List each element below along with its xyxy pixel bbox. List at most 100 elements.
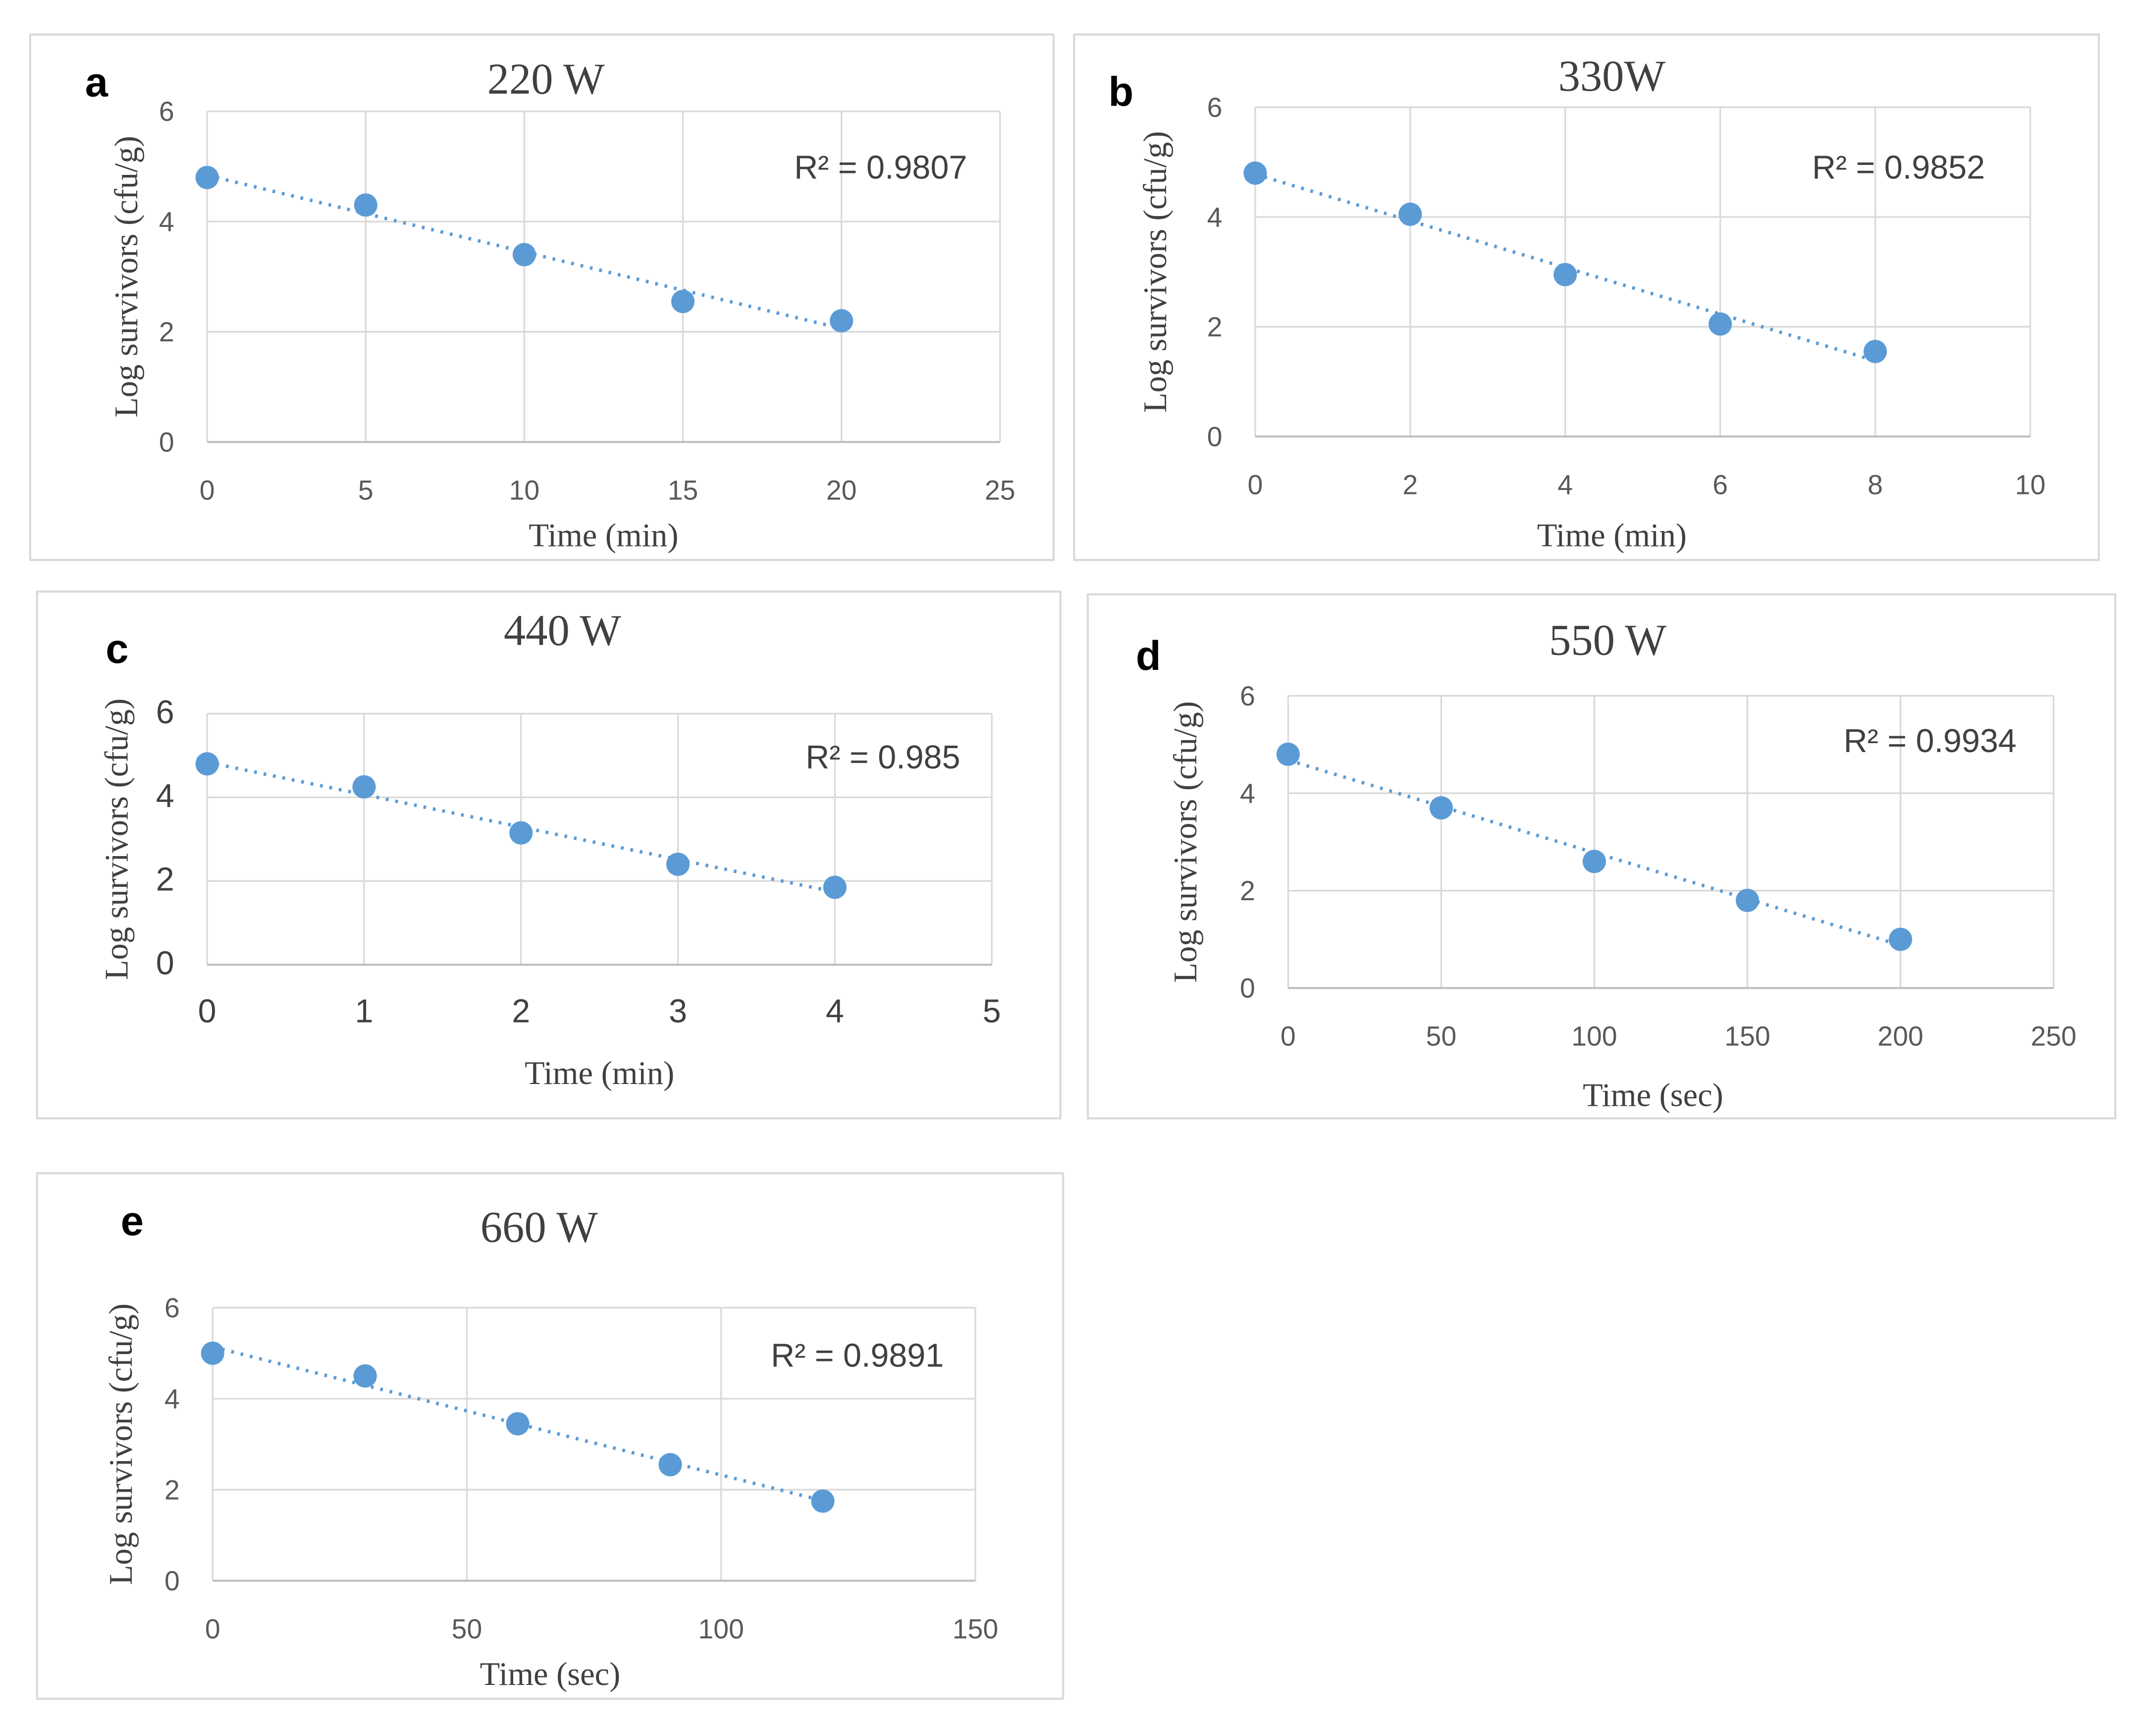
trendline bbox=[1287, 758, 1901, 947]
x-tick-label: 2 bbox=[512, 993, 530, 1030]
x-tick-label: 0 bbox=[200, 475, 215, 505]
data-point bbox=[353, 1364, 377, 1388]
panel-c: 0 2 4 6 0 1 2 3 4 5 440 W c R² = 0.985 Time (min) Log … bbox=[36, 590, 1062, 1120]
data-point bbox=[1582, 850, 1606, 873]
y-axis-label: Log survivors (cfu/g) bbox=[108, 136, 145, 417]
data-point bbox=[1864, 339, 1887, 363]
y-tick-label: 4 bbox=[159, 207, 174, 237]
x-tick-label: 50 bbox=[452, 1614, 482, 1644]
y-tick-label: 2 bbox=[156, 862, 174, 898]
x-tick-label: 25 bbox=[985, 475, 1016, 505]
data-point bbox=[811, 1489, 835, 1513]
chart-title: 550 W bbox=[1549, 616, 1666, 664]
data-point bbox=[1243, 161, 1267, 185]
y-axis-label: Log survivors (cfu/g) bbox=[99, 699, 135, 980]
y-tick-label: 4 bbox=[156, 778, 174, 814]
y-tick-label: 6 bbox=[159, 96, 174, 127]
data-point bbox=[195, 752, 219, 776]
data-point bbox=[830, 309, 854, 332]
y-tick-label: 0 bbox=[1240, 973, 1255, 1004]
r-squared-label: R² = 0.9934 bbox=[1844, 723, 2017, 760]
y-tick-label: 0 bbox=[1207, 421, 1223, 452]
x-axis-label: Time (min) bbox=[529, 518, 678, 554]
x-axis-label: Time (sec) bbox=[1583, 1077, 1723, 1113]
y-tick-label: 2 bbox=[159, 317, 174, 347]
data-point bbox=[1888, 927, 1913, 951]
x-tick-label: 5 bbox=[358, 475, 374, 505]
chart-title: 440 W bbox=[504, 606, 621, 655]
chart-title: 660 W bbox=[481, 1203, 598, 1252]
data-point bbox=[658, 1453, 682, 1476]
panel-a: 0 2 4 6 0 5 10 15 20 25 220 W a R² = 0.9807 Time (min… bbox=[29, 33, 1055, 561]
x-axis-label: Time (sec) bbox=[480, 1656, 621, 1692]
data-point bbox=[509, 821, 533, 845]
x-tick-label: 10 bbox=[509, 475, 540, 505]
y-tick-label: 2 bbox=[164, 1474, 180, 1505]
x-tick-label: 4 bbox=[826, 993, 844, 1030]
data-point bbox=[354, 193, 377, 217]
x-tick-label: 0 bbox=[205, 1614, 220, 1644]
x-tick-label: 200 bbox=[1877, 1021, 1923, 1052]
x-tick-label: 8 bbox=[1868, 469, 1883, 500]
data-point bbox=[1276, 742, 1300, 766]
data-point bbox=[201, 1341, 224, 1365]
x-tick-label: 1 bbox=[355, 993, 373, 1030]
x-tick-label: 4 bbox=[1557, 469, 1573, 500]
y-tick-label: 6 bbox=[1207, 92, 1223, 123]
data-point bbox=[195, 165, 219, 189]
panel-e: 0 2 4 6 0 50 100 150 660 W e R² = 0.9891 Time (sec)… bbox=[36, 1172, 1065, 1700]
x-tick-label: 5 bbox=[983, 993, 1001, 1030]
y-axis-label: Log survivors (cfu/g) bbox=[1168, 701, 1204, 982]
panel-frame bbox=[36, 1172, 1065, 1700]
x-tick-label: 3 bbox=[669, 993, 687, 1030]
y-tick-label: 4 bbox=[164, 1384, 180, 1414]
x-axis-label: Time (min) bbox=[1537, 518, 1687, 554]
x-tick-label: 15 bbox=[668, 475, 698, 505]
data-point bbox=[1735, 888, 1759, 912]
panel-letter: d bbox=[1136, 633, 1161, 679]
data-point bbox=[506, 1412, 530, 1436]
y-tick-label: 6 bbox=[156, 694, 174, 731]
r-squared-label: R² = 0.9807 bbox=[794, 149, 967, 186]
x-tick-label: 250 bbox=[2031, 1021, 2076, 1052]
panel-frame bbox=[36, 590, 1062, 1120]
trendline bbox=[207, 760, 836, 894]
y-tick-label: 2 bbox=[1240, 875, 1255, 906]
data-point bbox=[1429, 796, 1453, 820]
x-tick-label: 20 bbox=[826, 475, 857, 505]
y-tick-label: 6 bbox=[164, 1293, 180, 1323]
chart-title: 330W bbox=[1558, 52, 1666, 101]
panel-b: 0 2 4 6 0 2 4 6 8 10 330W b R² = 0.9852 Time (min) Log… bbox=[1073, 33, 2100, 561]
panel-letter: c bbox=[106, 626, 128, 672]
data-point bbox=[352, 775, 376, 799]
x-tick-label: 0 bbox=[198, 993, 216, 1030]
panel-letter: b bbox=[1109, 69, 1134, 115]
x-tick-label: 100 bbox=[1571, 1021, 1617, 1052]
y-tick-label: 6 bbox=[1240, 681, 1255, 711]
x-tick-label: 0 bbox=[1247, 469, 1263, 500]
x-tick-label: 100 bbox=[698, 1614, 744, 1644]
panel-frame bbox=[29, 33, 1055, 561]
data-point bbox=[671, 289, 695, 314]
x-axis-label: Time (min) bbox=[525, 1055, 674, 1091]
panel-frame bbox=[1073, 33, 2100, 561]
x-tick-label: 10 bbox=[2015, 469, 2046, 500]
x-tick-label: 50 bbox=[1426, 1021, 1457, 1052]
r-squared-label: R² = 0.985 bbox=[805, 739, 960, 776]
trendline bbox=[1254, 172, 1876, 363]
data-point bbox=[666, 852, 690, 876]
y-tick-label: 0 bbox=[164, 1566, 180, 1596]
x-tick-label: 2 bbox=[1402, 469, 1418, 500]
y-tick-label: 4 bbox=[1207, 202, 1223, 232]
y-axis-label: Log survivors (cfu/g) bbox=[103, 1303, 139, 1585]
y-axis-label: Log survivors (cfu/g) bbox=[1137, 131, 1174, 413]
x-tick-label: 6 bbox=[1712, 469, 1728, 500]
y-tick-label: 0 bbox=[156, 945, 174, 982]
x-tick-label: 150 bbox=[1724, 1021, 1770, 1052]
data-point bbox=[823, 875, 847, 899]
data-point bbox=[512, 243, 536, 267]
panel-letter: a bbox=[85, 59, 108, 105]
x-tick-label: 150 bbox=[953, 1614, 998, 1644]
panel-letter: e bbox=[121, 1198, 144, 1244]
